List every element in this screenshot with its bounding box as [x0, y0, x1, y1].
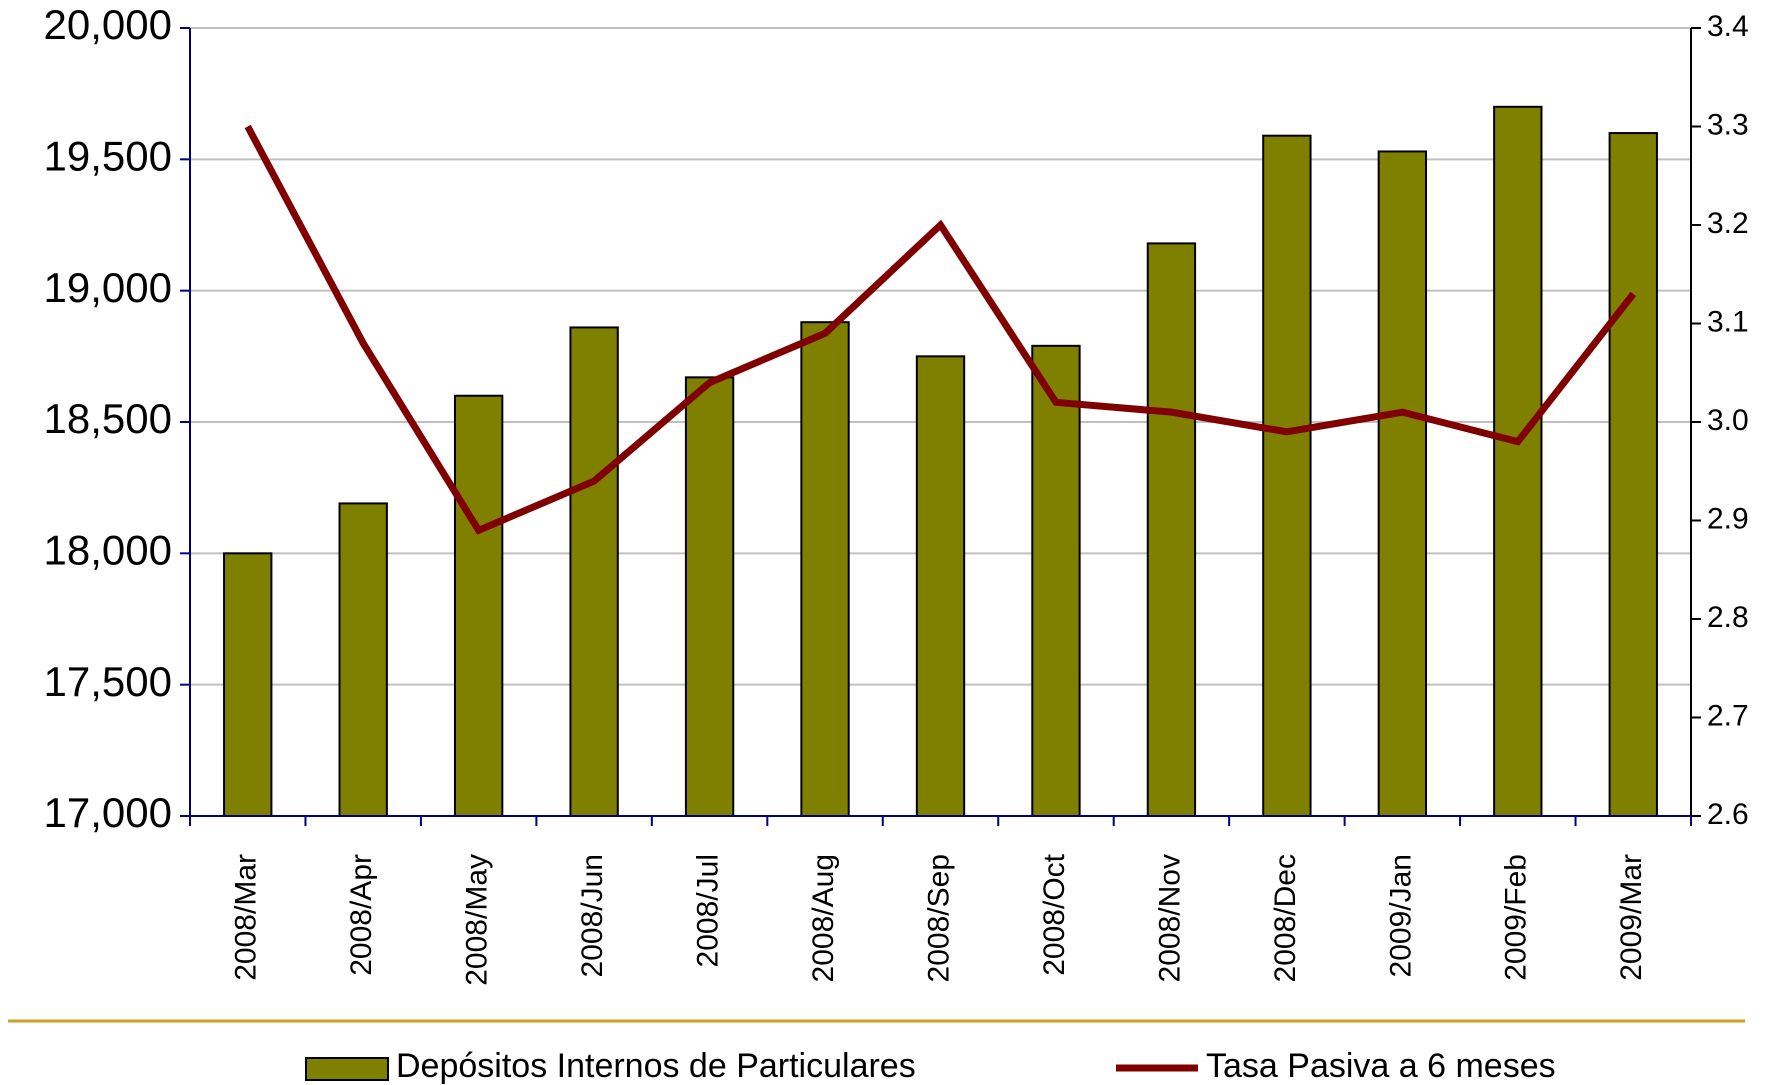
bar	[1377, 150, 1428, 818]
y-tick-label: 18,500	[44, 395, 172, 442]
y-tick-label: 19,500	[44, 132, 172, 179]
bar	[1146, 242, 1197, 818]
y2-tick-label: 3.3	[1707, 108, 1749, 141]
x-tick-label: 2008/Oct	[1038, 853, 1071, 975]
x-tick-label: 2008/Dec	[1269, 854, 1302, 982]
y2-tick-label: 3.4	[1707, 10, 1749, 43]
y2-tick-label: 3.1	[1707, 305, 1749, 338]
bar	[338, 502, 388, 817]
bar	[684, 376, 735, 817]
x-tick-label: 2008/Jun	[576, 854, 609, 977]
x-tick-label: 2009/Mar	[1615, 854, 1648, 981]
bar	[223, 552, 273, 817]
legend-swatch	[305, 1057, 389, 1081]
x-tick-label: 2008/Mar	[230, 854, 263, 981]
line	[244, 124, 1637, 535]
bar	[1262, 134, 1312, 817]
y2-tick-label: 2.9	[1707, 502, 1749, 535]
bar	[1608, 132, 1658, 818]
y2-tick-label: 2.6	[1707, 798, 1749, 831]
y2-tick-label: 3.0	[1707, 404, 1749, 437]
y2-tick-label: 2.8	[1707, 601, 1749, 634]
y2-tick-label: 3.2	[1707, 207, 1749, 240]
y-tick-label: 18,000	[44, 526, 172, 573]
y-tick-label: 20,000	[44, 1, 172, 48]
x-tick-label: 2008/Sep	[922, 854, 955, 982]
bar	[569, 326, 619, 817]
y-tick-label: 19,000	[44, 264, 172, 311]
x-tick-label: 2008/May	[461, 854, 494, 986]
bar	[453, 394, 504, 817]
bar	[1493, 105, 1543, 818]
bar	[800, 321, 850, 817]
x-tick-label: 2008/Jul	[691, 854, 724, 967]
bar	[1031, 344, 1081, 817]
x-tick-label: 2009/Jan	[1384, 854, 1417, 977]
y-tick-label: 17,500	[44, 658, 172, 705]
x-tick-label: 2009/Feb	[1500, 854, 1533, 981]
y2-tick-label: 2.7	[1707, 699, 1749, 732]
x-tick-label: 2008/Nov	[1153, 854, 1186, 982]
x-tick-label: 2008/Aug	[807, 854, 840, 982]
legend-label: Depósitos Internos de Particulares	[396, 1047, 916, 1085]
bar	[915, 355, 966, 817]
legend-label: Tasa Pasiva a 6 meses	[1206, 1047, 1556, 1085]
y-tick-label: 17,000	[44, 789, 172, 836]
x-tick-label: 2008/Apr	[345, 854, 378, 976]
